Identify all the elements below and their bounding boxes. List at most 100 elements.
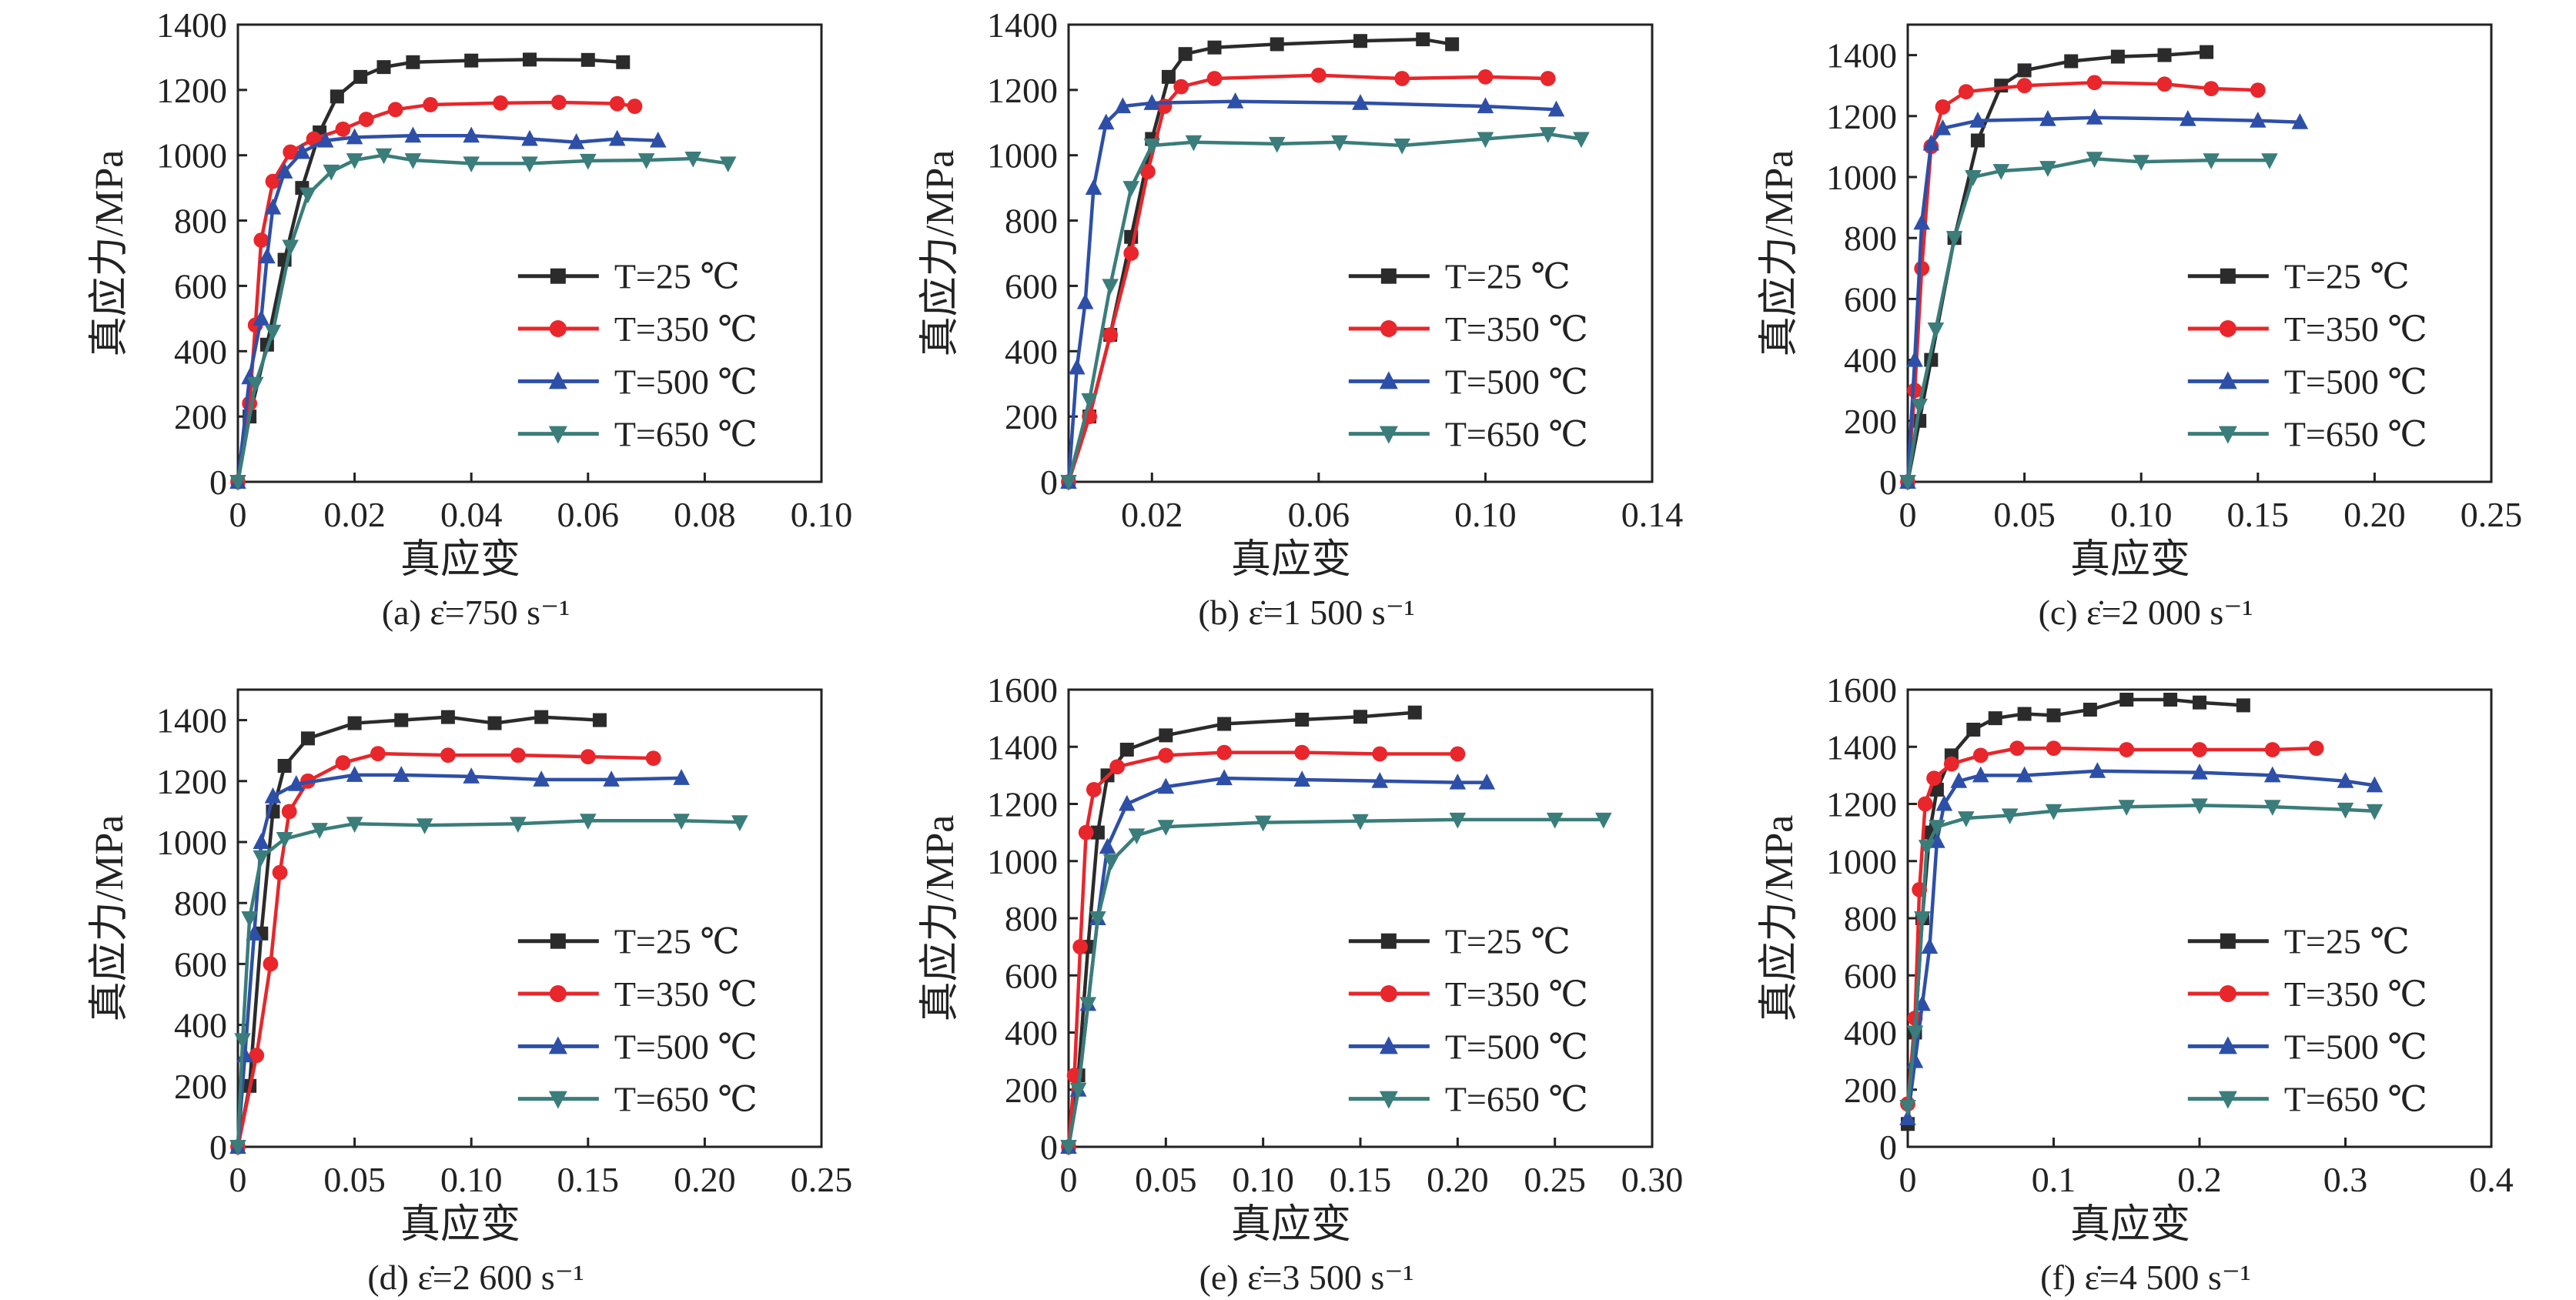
data-point [404,126,422,143]
data-point [1595,812,1612,829]
data-point [246,376,264,393]
y-tick-label: 800 [1005,202,1058,241]
data-point [1178,47,1193,62]
data-point [1927,322,1945,339]
x-tick-label: 0.05 [1135,1160,1197,1199]
data-point [1099,837,1116,854]
x-tick-label: 0.06 [557,495,620,534]
data-point [335,121,351,137]
data-point [1540,71,1556,86]
data-point [2118,800,2136,816]
data-point [2133,155,2149,171]
data-point [1950,772,1968,788]
y-tick-label: 0 [1879,463,1897,502]
series-line [1066,73,1548,483]
data-point [1539,127,1557,143]
plot-frame [236,688,823,1148]
data-point [1076,292,1094,309]
data-point [2086,75,2103,91]
data-point [259,247,276,264]
y-tick-label: 200 [174,397,227,436]
data-point [347,716,362,730]
data-point [241,911,258,927]
data-point [1573,132,1590,149]
chart-panel-c: 0 200 400 600 800 1000 1200 1400 0 0.05 0.10 0.15 0.… [1758,23,2522,632]
x-tick-label: 0 [1060,1160,1078,1199]
series-line [236,751,654,1148]
data-point [1079,997,1097,1014]
y-tick-label: 800 [1844,219,1897,258]
data-point [627,99,643,114]
y-tick-label: 1200 [987,785,1058,824]
legend-label: T=25 ℃ [614,922,740,961]
data-point [603,770,620,787]
legend-marker [1380,985,1397,1003]
data-point [1966,722,1981,737]
data-point [2191,763,2208,780]
data-point [493,95,508,111]
y-tick-label: 400 [1844,1014,1897,1053]
series-line [1066,817,1604,1148]
data-point [1161,69,1176,84]
y-tick-label: 1400 [156,5,227,45]
data-point [2203,81,2220,97]
data-point [393,766,410,782]
data-point [2163,692,2178,707]
y-tick-label: 600 [1844,279,1897,319]
data-point [2366,804,2384,820]
data-point [1918,840,1935,856]
data-point [1157,820,1175,836]
data-point [1899,475,1916,491]
plot-frame [1067,23,1654,483]
data-point [1393,138,1410,155]
data-point [2337,802,2354,819]
data-point [1353,710,1367,724]
x-tick-label: 0.02 [1121,495,1183,534]
x-tick-label: 0.05 [323,1160,386,1199]
data-point [1143,94,1161,110]
x-tick-label: 0.10 [440,1160,503,1199]
x-tick-label: 0.15 [2227,495,2290,534]
data-point [1081,393,1098,409]
data-point [719,156,737,173]
y-tick-label: 0 [1879,1128,1897,1167]
data-point [440,747,456,764]
y-tick-label: 0 [1040,463,1058,502]
data-point [1371,772,1389,788]
legend-marker [2219,320,2236,338]
series-line [236,773,682,1148]
data-point [1353,34,1367,48]
legend-label: T=650 ℃ [614,1080,758,1119]
data-point [2250,82,2266,99]
x-tick-label: 0.06 [1288,495,1350,534]
data-point [288,775,305,791]
data-point [2017,63,2032,78]
data-point [253,232,269,248]
data-point [323,164,340,181]
data-point [1119,794,1136,811]
x-axis-label: 真应变 [2070,1203,2190,1247]
panel-caption: (b) ε̇=1 500 s⁻¹ [1198,593,1414,632]
data-point [2263,766,2281,783]
legend-label: T=25 ℃ [2284,922,2410,961]
data-point [2119,742,2135,757]
legend-marker [1379,371,1398,389]
data-point [1119,742,1134,757]
data-point [2016,78,2032,94]
data-point [282,239,299,256]
data-point [510,747,526,764]
legend-label: T=650 ℃ [1445,415,1588,454]
data-point [1914,260,1930,276]
panel-caption: (d) ε̇=2 600 s⁻¹ [367,1258,584,1297]
legend-marker [2218,1091,2237,1109]
panel-caption: (e) ε̇=3 500 s⁻¹ [1199,1258,1414,1297]
data-point [2009,740,2026,757]
data-point [684,151,702,168]
y-tick-label: 1400 [987,727,1058,767]
data-point [1921,937,1939,954]
data-point [2089,762,2106,778]
data-point [423,97,439,112]
data-point [2191,798,2208,815]
data-point [1086,782,1102,797]
series-line [1066,132,1582,483]
